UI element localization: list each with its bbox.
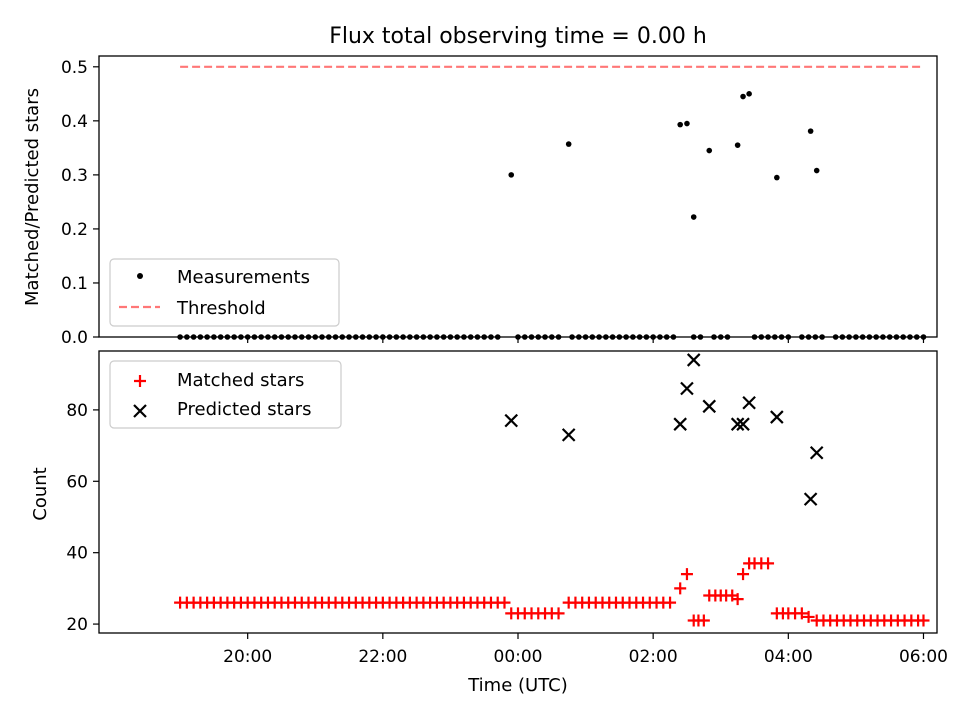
legend-matched-marker <box>134 375 146 387</box>
top-legend-box <box>109 258 340 327</box>
matched-stars-point <box>498 596 511 609</box>
legend-predicted-marker <box>133 404 147 418</box>
matched-stars-point <box>762 557 775 570</box>
x-tick-label: 22:00 <box>358 647 407 667</box>
y-tick-label: 0.3 <box>61 166 88 186</box>
top-x-ticks <box>247 337 925 343</box>
bottom-y-axis-label: Count <box>30 467 51 520</box>
predicted-stars-point <box>809 445 824 460</box>
matched-stars-point <box>802 610 815 623</box>
measurement-point <box>677 121 683 128</box>
bottom-x-ticks: 20:00 22:00 00:00 02:00 04:00 06:00 <box>223 633 948 667</box>
measurement-point <box>508 172 515 178</box>
x-tick-label: 00:00 <box>494 647 543 667</box>
predicted-stars-point <box>680 381 694 396</box>
predicted-stars-point <box>504 413 519 428</box>
x-tick-label: 02:00 <box>629 647 678 667</box>
matched-stars-point <box>697 614 710 627</box>
y-tick-label: 20 <box>66 615 88 635</box>
y-tick-label: 80 <box>66 401 88 421</box>
figure-title: Flux total observing time = 0.00 h <box>329 24 707 49</box>
predicted-stars-point <box>673 417 687 431</box>
matched-stars-point <box>731 593 744 606</box>
y-tick-label: 0.0 <box>61 328 88 348</box>
matched-stars-point <box>680 568 693 581</box>
bottom-plot-area <box>174 353 930 627</box>
y-tick-label: 60 <box>66 472 88 492</box>
matched-stars-point <box>664 596 677 609</box>
predicted-stars-point <box>742 395 756 410</box>
measurement-point <box>774 174 780 181</box>
x-tick-label: 20:00 <box>223 647 272 667</box>
legend-predicted-label: Predicted stars <box>177 399 311 420</box>
measurement-point <box>690 214 697 220</box>
legend-measurements-label: Measurements <box>177 267 310 288</box>
top-y-ticks: 0.0 0.1 0.2 0.3 0.4 0.5 <box>61 58 99 348</box>
predicted-stars-point <box>561 428 576 442</box>
measurement-point <box>684 120 690 127</box>
matched-stars-point <box>552 607 565 620</box>
y-tick-label: 0.4 <box>61 112 88 132</box>
y-tick-label: 0.5 <box>61 58 88 78</box>
measurement-point <box>807 128 814 134</box>
matched-stars-point <box>917 614 930 627</box>
predicted-stars-point <box>770 410 784 424</box>
measurement-point <box>734 142 741 148</box>
bottom-legend: Matched stars Predicted stars <box>109 360 342 429</box>
y-tick-label: 0.1 <box>61 274 88 294</box>
top-legend: Measurements Threshold <box>109 258 340 327</box>
bottom-y-ticks: 20 40 60 80 <box>66 401 99 635</box>
x-axis-label: Time (UTC) <box>467 675 568 696</box>
x-tick-label: 06:00 <box>899 647 948 667</box>
predicted-stars-point <box>736 417 750 431</box>
measurement-point <box>706 147 713 154</box>
top-y-axis-label: Matched/Predicted stars <box>22 88 43 306</box>
predicted-stars-point <box>702 399 717 414</box>
predicted-stars-point <box>730 417 745 431</box>
legend-matched-label: Matched stars <box>177 370 304 391</box>
measurement-point <box>565 141 572 147</box>
predicted-stars-point <box>686 353 701 367</box>
legend-threshold-label: Threshold <box>176 298 266 319</box>
top-panel: 0.0 0.1 0.2 0.3 0.4 0.5 Matched/Predicted sta… <box>22 55 938 348</box>
x-tick-label: 04:00 <box>764 647 813 667</box>
y-tick-label: 0.2 <box>61 220 88 240</box>
matched-stars-point <box>674 582 687 595</box>
legend-measurements-marker <box>137 273 143 279</box>
measurement-point <box>746 91 752 97</box>
measurement-point <box>813 167 820 174</box>
predicted-stars-point <box>803 492 818 506</box>
matched-stars-point <box>737 568 750 581</box>
matched-stars-point <box>795 607 808 620</box>
measurement-point <box>740 93 746 100</box>
y-tick-label: 40 <box>66 544 88 564</box>
bottom-legend-box <box>109 360 342 429</box>
